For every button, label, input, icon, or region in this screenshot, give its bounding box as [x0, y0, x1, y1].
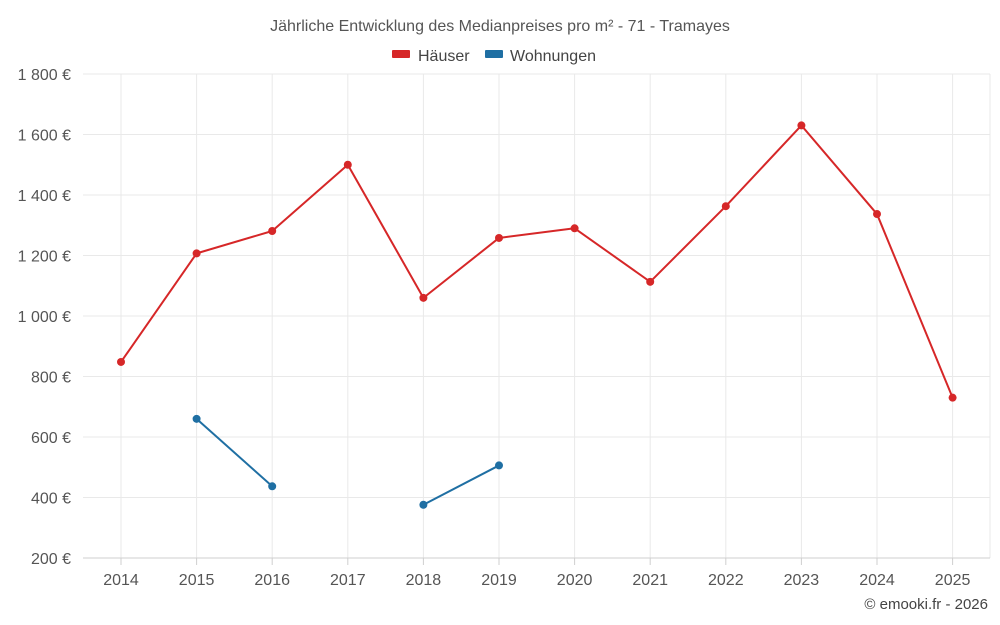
x-tick-label: 2017 — [330, 572, 366, 589]
data-point[interactable] — [495, 461, 503, 470]
grid — [83, 73, 991, 558]
legend-item-haeuser[interactable]: Häuser — [392, 48, 470, 65]
y-tick-label: 1 000 € — [18, 309, 71, 326]
x-tick-label: 2024 — [859, 572, 895, 589]
data-point[interactable] — [570, 224, 579, 233]
y-tick-label: 200 € — [31, 551, 71, 568]
data-point[interactable] — [797, 121, 806, 130]
data-point[interactable] — [117, 357, 125, 366]
x-tick-label: 2015 — [179, 572, 215, 589]
data-point[interactable] — [873, 210, 881, 219]
legend-swatch-haeuser — [392, 50, 410, 58]
legend-swatch-wohnungen — [485, 50, 503, 58]
data-point[interactable] — [192, 249, 201, 258]
legend-label-haeuser: Häuser — [418, 48, 470, 65]
chart-title: Jährliche Entwicklung des Medianpreises … — [270, 18, 730, 35]
x-tick-label: 2025 — [935, 572, 971, 589]
data-point[interactable] — [268, 482, 277, 491]
axes: 200 € 400 € 600 € 800 € 1 000 € 1 200 € 1 400 … — [18, 67, 990, 589]
x-tick-label: 2023 — [784, 572, 820, 589]
data-point[interactable] — [419, 500, 428, 509]
data-point[interactable] — [192, 414, 201, 423]
series-line-segment — [422, 464, 500, 506]
series-wohnungen — [192, 414, 503, 509]
x-tick-label: 2014 — [103, 572, 139, 589]
credit-text: © emooki.fr - 2026 — [864, 596, 988, 613]
x-tick-label: 2018 — [406, 572, 442, 589]
x-tick-label: 2022 — [708, 572, 744, 589]
series-haeuser — [117, 121, 957, 402]
y-tick-label: 1 800 € — [18, 67, 71, 84]
y-tick-label: 400 € — [31, 491, 71, 508]
data-point[interactable] — [268, 226, 277, 235]
y-tick-label: 1 600 € — [18, 128, 71, 145]
data-point[interactable] — [721, 202, 730, 211]
x-tick-label: 2020 — [557, 572, 593, 589]
legend-item-wohnungen[interactable]: Wohnungen — [485, 48, 596, 65]
y-tick-label: 600 € — [31, 430, 71, 447]
data-point[interactable] — [948, 393, 957, 402]
data-point[interactable] — [419, 293, 428, 302]
data-point[interactable] — [495, 233, 503, 242]
x-tick-label: 2016 — [254, 572, 290, 589]
x-tick-label: 2021 — [632, 572, 668, 589]
data-point[interactable] — [646, 277, 655, 286]
series — [117, 121, 957, 509]
legend: Häuser Wohnungen — [392, 48, 596, 65]
x-tick-label: 2019 — [481, 572, 517, 589]
y-tick-label: 1 200 € — [18, 249, 71, 266]
series-line-segment — [120, 124, 954, 399]
y-tick-label: 1 400 € — [18, 188, 71, 205]
series-line-segment — [195, 418, 273, 488]
data-point[interactable] — [343, 160, 352, 169]
y-tick-label: 800 € — [31, 370, 71, 387]
legend-label-wohnungen: Wohnungen — [510, 48, 596, 65]
